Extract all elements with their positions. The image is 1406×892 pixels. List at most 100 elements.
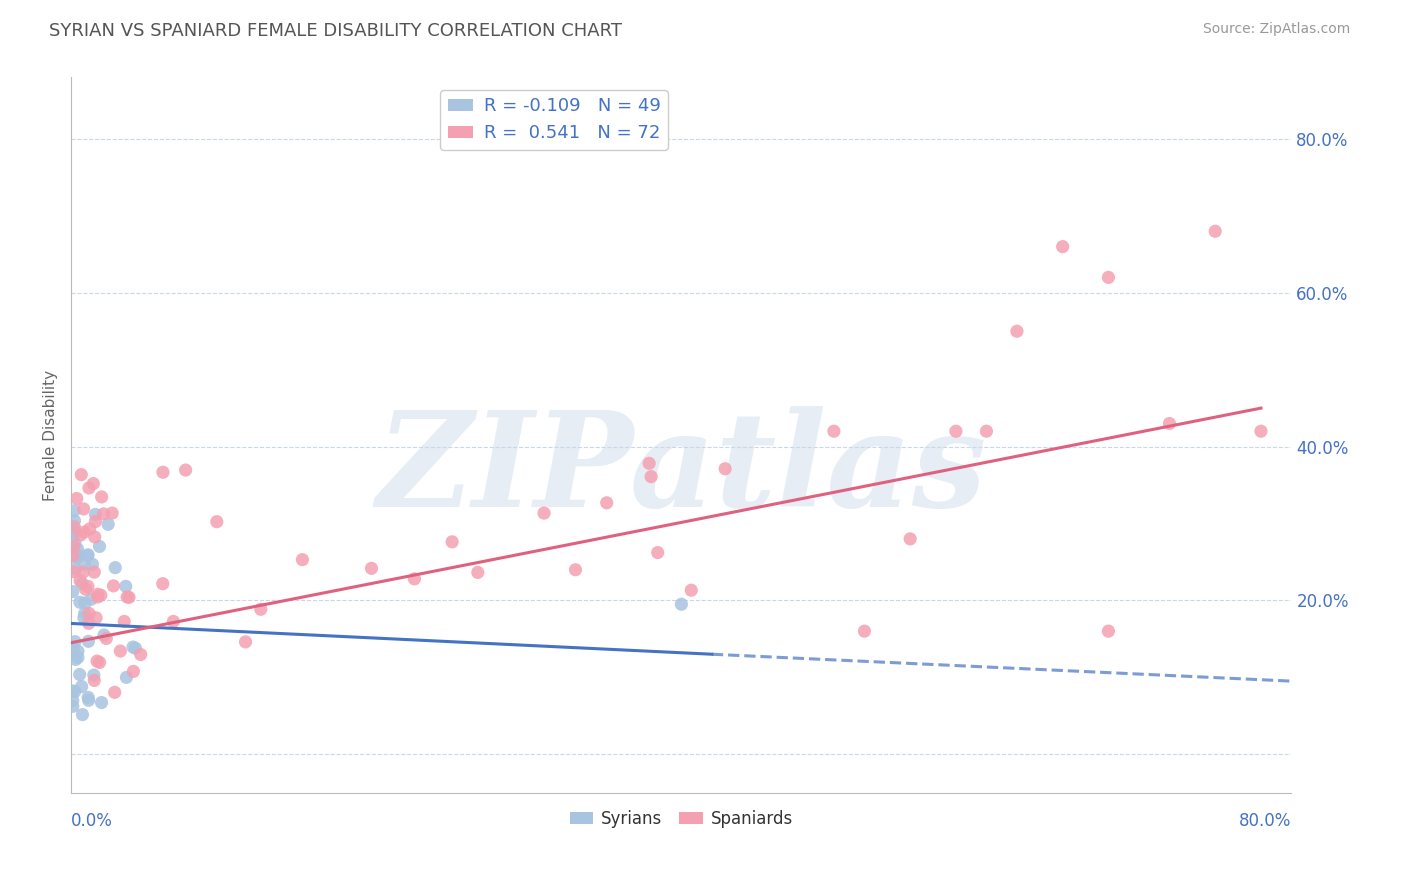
Point [205, 515, 228, 529]
Point [67, 549, 90, 563]
Point [66, 650, 89, 665]
Point [1204, 224, 1226, 238]
Point [90, 490, 112, 504]
Point [77, 481, 100, 495]
Point [80, 592, 103, 607]
Point [714, 462, 737, 476]
Point [110, 644, 132, 658]
Point [84, 611, 107, 625]
Point [823, 424, 845, 438]
Point [73, 606, 96, 620]
Point [89, 540, 111, 554]
Point [77, 634, 100, 648]
Point [96, 632, 118, 646]
Point [115, 670, 138, 684]
Point [404, 572, 426, 586]
Point [72, 565, 94, 579]
Point [69, 667, 91, 681]
Point [124, 641, 146, 656]
Point [83, 668, 105, 682]
Point [86, 654, 108, 668]
Text: 0.0%: 0.0% [72, 812, 114, 830]
Point [72, 502, 94, 516]
Point [1250, 424, 1272, 438]
Point [62, 584, 84, 599]
Point [70, 576, 93, 591]
Point [101, 506, 124, 520]
Point [596, 496, 619, 510]
Point [73, 524, 96, 539]
Point [66, 550, 89, 565]
Point [467, 566, 489, 580]
Point [853, 624, 876, 639]
Point [66, 491, 89, 506]
Point [82, 476, 104, 491]
Point [152, 576, 174, 591]
Point [122, 640, 145, 654]
Point [976, 424, 998, 438]
Point [63, 539, 86, 553]
Point [70, 680, 93, 694]
Point [90, 696, 112, 710]
Point [66, 644, 89, 658]
Point [1097, 624, 1119, 639]
Point [63, 519, 86, 533]
Point [66, 542, 89, 557]
Point [235, 635, 257, 649]
Point [70, 467, 93, 482]
Point [73, 610, 96, 624]
Point [69, 574, 91, 588]
Text: Source: ZipAtlas.com: Source: ZipAtlas.com [1202, 22, 1350, 37]
Point [73, 596, 96, 610]
Point [62, 641, 84, 656]
Point [62, 529, 84, 543]
Point [898, 532, 921, 546]
Point [77, 548, 100, 562]
Point [69, 595, 91, 609]
Point [73, 558, 96, 572]
Point [65, 562, 87, 576]
Point [249, 602, 271, 616]
Point [671, 597, 693, 611]
Legend: Syrians, Spaniards: Syrians, Spaniards [562, 803, 800, 834]
Point [72, 707, 94, 722]
Point [77, 693, 100, 707]
Point [640, 469, 662, 483]
Point [87, 590, 110, 604]
Point [104, 560, 127, 574]
Point [62, 684, 84, 698]
Point [112, 615, 135, 629]
Point [89, 656, 111, 670]
Point [63, 514, 86, 528]
Point [75, 582, 97, 597]
Point [533, 506, 555, 520]
Point [77, 690, 100, 705]
Point [83, 673, 105, 688]
Point [90, 588, 112, 602]
Point [62, 693, 84, 707]
Point [62, 699, 84, 714]
Point [174, 463, 197, 477]
Point [65, 652, 87, 666]
Point [82, 558, 104, 572]
Point [104, 685, 127, 699]
Point [84, 515, 107, 529]
Point [77, 616, 100, 631]
Point [84, 508, 107, 522]
Point [93, 507, 115, 521]
Text: SYRIAN VS SPANIARD FEMALE DISABILITY CORRELATION CHART: SYRIAN VS SPANIARD FEMALE DISABILITY COR… [49, 22, 623, 40]
Point [1097, 270, 1119, 285]
Point [63, 634, 86, 648]
Point [97, 517, 120, 532]
Point [945, 424, 967, 438]
Point [79, 522, 101, 536]
Point [63, 523, 86, 537]
Point [93, 628, 115, 642]
Point [63, 504, 86, 518]
Point [115, 590, 138, 604]
Point [103, 579, 125, 593]
Point [62, 549, 84, 563]
Point [647, 545, 669, 559]
Point [1159, 417, 1181, 431]
Point [1052, 239, 1074, 253]
